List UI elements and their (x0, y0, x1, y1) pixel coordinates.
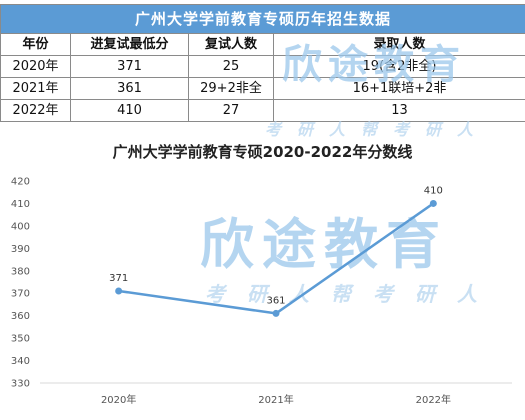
data-label: 371 (109, 273, 128, 284)
y-axis: 330 340 350 360 370 380 390 400 410 420 (11, 177, 30, 390)
data-point[interactable] (429, 199, 437, 207)
table-row: 2022年 410 27 13 (0, 99, 525, 122)
cell-admitted-count[interactable]: 13 (272, 99, 525, 122)
data-point[interactable] (272, 309, 280, 317)
series-line (115, 199, 437, 317)
y-tick-label: 370 (11, 289, 30, 300)
header-admitted-count[interactable]: 录取人数 (272, 33, 525, 56)
y-tick-label: 360 (11, 311, 30, 322)
x-axis: 2020年 2021年 2022年 (40, 382, 512, 406)
y-tick-label: 410 (11, 199, 30, 210)
data-labels: 371 361 410 (109, 185, 443, 306)
y-tick-label: 420 (11, 177, 30, 188)
cell-admitted-count[interactable]: 19(含2非全) (272, 55, 525, 78)
x-tick-label: 2020年 (101, 393, 136, 406)
header-retest-count[interactable]: 复试人数 (188, 33, 274, 56)
data-label: 361 (266, 295, 285, 306)
data-label: 410 (424, 185, 443, 196)
y-tick-label: 390 (11, 244, 30, 255)
cell-year[interactable]: 2020年 (0, 55, 71, 78)
cell-retest-count[interactable]: 27 (188, 99, 274, 122)
table-title: 广州大学学前教育专硕历年招生数据 (0, 4, 525, 34)
cell-year[interactable]: 2022年 (0, 99, 71, 122)
y-tick-label: 340 (11, 356, 30, 367)
data-point[interactable] (115, 287, 123, 295)
header-min-score[interactable]: 进复试最低分 (70, 33, 189, 56)
y-tick-label: 330 (11, 379, 30, 390)
cell-retest-count[interactable]: 29+2非全 (188, 77, 274, 100)
y-tick-label: 350 (11, 334, 30, 345)
x-tick-label: 2022年 (416, 393, 451, 406)
chart-title: 广州大学学前教育专硕2020-2022年分数线 (112, 143, 413, 161)
y-tick-label: 380 (11, 266, 30, 277)
y-tick-label: 400 (11, 221, 30, 232)
x-tick-label: 2021年 (258, 393, 293, 406)
table-header-row: 年份 进复试最低分 复试人数 录取人数 (0, 33, 525, 56)
admissions-table: 广州大学学前教育专硕历年招生数据 年份 进复试最低分 复试人数 录取人数 202… (0, 4, 525, 122)
